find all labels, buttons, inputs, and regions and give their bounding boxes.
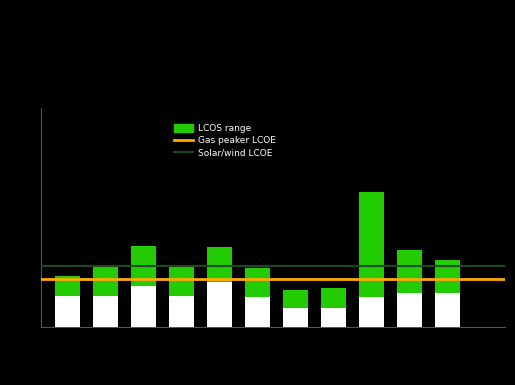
Bar (131, 286, 156, 327)
Bar (435, 260, 460, 293)
Bar (246, 298, 270, 327)
Bar (283, 290, 308, 308)
Bar (56, 276, 80, 296)
Bar (169, 296, 194, 327)
Bar (131, 246, 156, 286)
Bar (208, 282, 232, 327)
Bar (435, 293, 460, 327)
Bar (359, 192, 384, 298)
Bar (321, 308, 346, 327)
Bar (398, 249, 422, 293)
Bar (246, 268, 270, 298)
Bar (169, 266, 194, 296)
Legend: LCOS range, Gas peaker LCOE, Solar/wind LCOE: LCOS range, Gas peaker LCOE, Solar/wind … (171, 121, 279, 160)
Bar (398, 293, 422, 327)
Bar (321, 288, 346, 308)
Bar (93, 266, 118, 296)
Bar (283, 308, 308, 327)
Bar (56, 296, 80, 327)
Bar (93, 296, 118, 327)
Bar (208, 246, 232, 282)
Bar (359, 298, 384, 327)
